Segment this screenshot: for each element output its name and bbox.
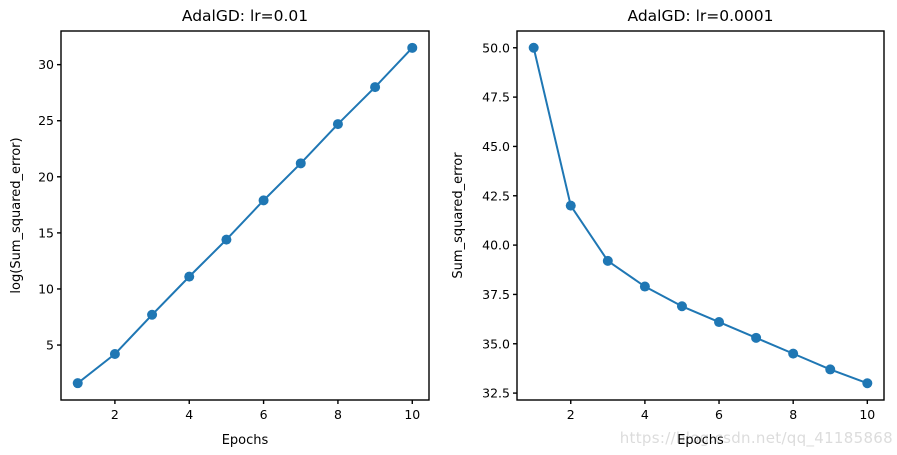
x-tick-label-1: 6: [715, 407, 723, 422]
data-point-0: [258, 195, 269, 206]
data-point-0: [295, 158, 306, 169]
data-point-0: [72, 378, 83, 389]
data-point-1: [676, 301, 687, 312]
y-tick-label-1: 42.5: [482, 188, 510, 203]
data-point-1: [528, 42, 539, 53]
data-point-1: [862, 378, 873, 389]
watermark: https://blog.csdn.net/qq_41185868: [619, 429, 893, 447]
data-point-0: [221, 234, 232, 245]
x-tick-label-0: 2: [111, 407, 119, 422]
y-tick-label-1: 45.0: [482, 139, 510, 154]
x-tick-label-1: 4: [641, 407, 649, 422]
x-tick-label-1: 10: [859, 407, 875, 422]
x-axis-label-1: Epochs: [677, 433, 724, 448]
y-tick-label-1: 32.5: [482, 386, 510, 401]
data-point-1: [751, 332, 762, 343]
x-tick-label-0: 4: [185, 407, 193, 422]
plot-title-1: AdalGD: lr=0.0001: [628, 7, 774, 25]
y-tick-label-1: 40.0: [482, 238, 510, 253]
y-axis-label-1: Sum_squared_error: [451, 152, 466, 279]
data-point-0: [109, 349, 120, 360]
data-point-0: [147, 309, 158, 320]
plot-title-0: AdalGD: lr=0.01: [182, 7, 308, 25]
y-tick-label-1: 35.0: [482, 336, 510, 351]
plot-frame-0: [60, 30, 430, 401]
data-point-0: [370, 82, 381, 93]
data-point-1: [602, 255, 613, 266]
y-tick-label-0: 30: [38, 57, 54, 72]
plot-frame-1: [516, 30, 885, 401]
x-tick-label-0: 8: [334, 407, 342, 422]
data-point-1: [788, 348, 799, 359]
data-line-1: [532, 46, 869, 385]
data-point-0: [332, 119, 343, 130]
data-line-0: [76, 46, 414, 385]
x-tick-label-1: 8: [789, 407, 797, 422]
y-tick-label-0: 25: [38, 113, 54, 128]
y-tick-label-1: 47.5: [482, 90, 510, 105]
x-tick-label-0: 10: [404, 407, 420, 422]
data-point-1: [714, 317, 725, 328]
y-tick-label-0: 15: [38, 225, 54, 240]
x-tick-label-0: 6: [260, 407, 268, 422]
y-tick-label-0: 10: [38, 281, 54, 296]
data-point-0: [184, 271, 195, 282]
y-axis-label-0: log(Sum_squared_error): [9, 137, 24, 293]
y-tick-label-0: 20: [38, 169, 54, 184]
data-point-1: [639, 281, 650, 292]
y-tick-label-1: 37.5: [482, 287, 510, 302]
y-tick-label-0: 5: [46, 338, 54, 353]
data-point-1: [825, 364, 836, 375]
x-axis-label-0: Epochs: [222, 433, 269, 448]
x-tick-label-1: 2: [567, 407, 575, 422]
data-point-0: [407, 42, 418, 53]
y-tick-label-1: 50.0: [482, 40, 510, 55]
data-point-1: [565, 200, 576, 211]
